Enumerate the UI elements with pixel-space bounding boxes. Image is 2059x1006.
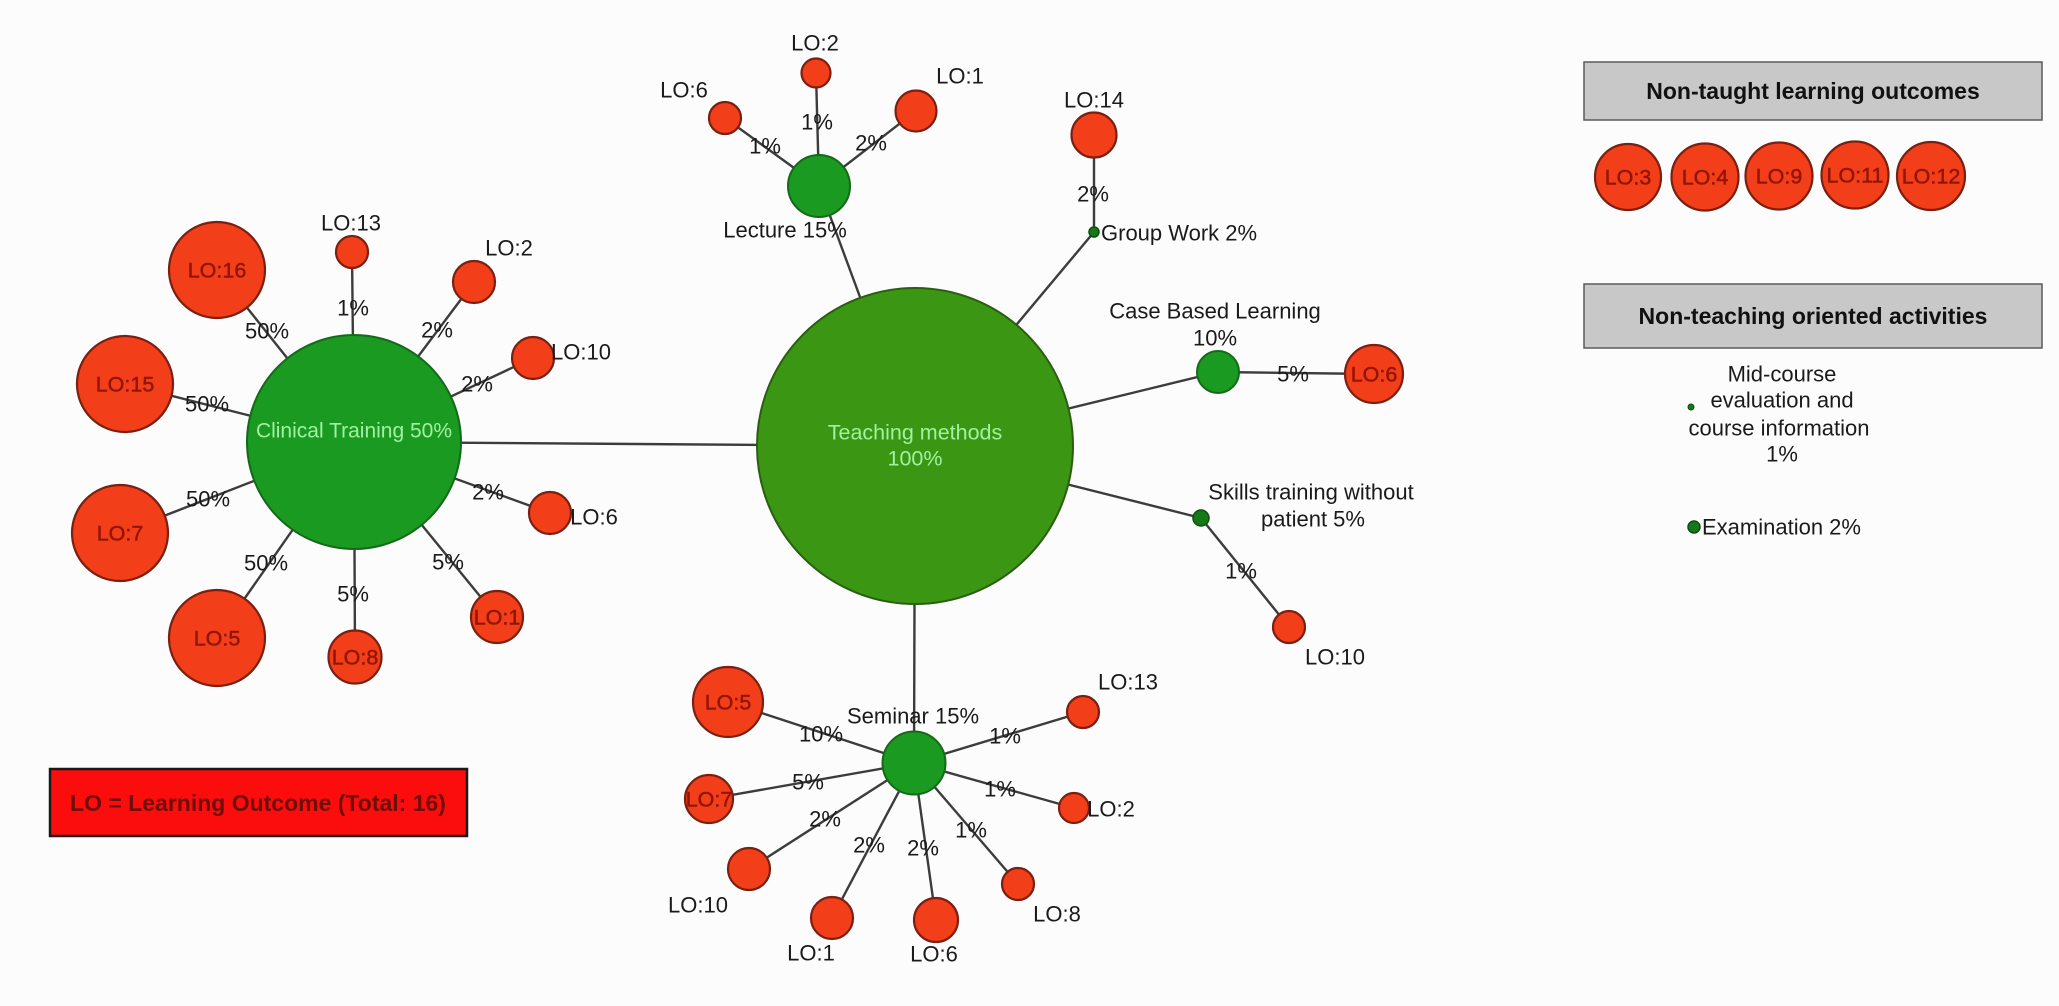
svg-text:LO:4: LO:4 [1682,166,1729,190]
svg-text:LO:12: LO:12 [1902,165,1961,189]
svg-text:patient 5%: patient 5% [1261,507,1365,532]
svg-text:Seminar 15%: Seminar 15% [847,704,979,729]
svg-text:1%: 1% [1766,442,1798,467]
svg-text:5%: 5% [792,770,824,795]
svg-text:50%: 50% [245,319,289,344]
svg-text:LO:14: LO:14 [1064,88,1124,113]
svg-text:Mid-course: Mid-course [1728,362,1837,387]
svg-text:2%: 2% [421,318,453,343]
svg-text:2%: 2% [907,836,939,861]
svg-text:evaluation and: evaluation and [1710,388,1853,413]
svg-text:1%: 1% [337,296,369,321]
svg-text:LO:8: LO:8 [332,646,379,670]
svg-text:1%: 1% [955,818,987,843]
svg-text:2%: 2% [855,131,887,156]
svg-text:LO:1: LO:1 [936,64,984,89]
svg-text:LO:6: LO:6 [660,78,708,103]
svg-text:2%: 2% [853,833,885,858]
svg-text:2%: 2% [461,372,493,397]
svg-text:Case Based Learning: Case Based Learning [1109,299,1321,324]
svg-text:5%: 5% [1277,362,1309,387]
svg-text:LO:8: LO:8 [1033,902,1081,927]
svg-text:2%: 2% [472,480,504,505]
svg-text:5%: 5% [432,550,464,575]
svg-text:LO:2: LO:2 [485,236,533,261]
svg-text:LO:7: LO:7 [97,522,144,546]
svg-text:1%: 1% [1225,559,1257,584]
svg-text:LO:13: LO:13 [321,211,381,236]
svg-text:1%: 1% [749,134,781,159]
svg-text:Skills training without: Skills training without [1208,480,1413,505]
svg-text:10%: 10% [799,722,843,747]
svg-text:LO:2: LO:2 [1087,797,1135,822]
svg-text:Non-teaching oriented activiti: Non-teaching oriented activities [1639,303,1988,329]
svg-text:LO:10: LO:10 [1305,645,1365,670]
svg-text:LO:2: LO:2 [791,31,839,56]
svg-text:LO:5: LO:5 [705,691,752,715]
svg-text:Non-taught learning outcomes: Non-taught learning outcomes [1646,78,1980,104]
svg-text:1%: 1% [989,724,1021,749]
svg-text:Lecture 15%: Lecture 15% [723,218,847,243]
svg-text:LO:11: LO:11 [1827,164,1884,188]
svg-text:LO:9: LO:9 [1756,165,1803,189]
svg-text:50%: 50% [244,551,288,576]
svg-text:LO:13: LO:13 [1098,670,1158,695]
svg-text:Clinical Training 50%: Clinical Training 50% [256,419,452,442]
svg-text:LO:6: LO:6 [1351,363,1398,387]
svg-text:Group Work 2%: Group Work 2% [1101,221,1257,246]
svg-text:LO:3: LO:3 [1605,166,1652,190]
svg-text:5%: 5% [337,582,369,607]
svg-text:LO:1: LO:1 [787,941,835,966]
svg-text:Examination 2%: Examination 2% [1702,515,1861,540]
svg-text:course information: course information [1689,416,1870,441]
svg-text:50%: 50% [186,487,230,512]
svg-text:LO:10: LO:10 [551,340,611,365]
svg-text:LO:5: LO:5 [194,627,241,651]
svg-text:10%: 10% [1193,326,1237,351]
svg-text:2%: 2% [1077,182,1109,207]
svg-text:LO:10: LO:10 [668,893,728,918]
svg-text:LO:6: LO:6 [910,942,958,967]
svg-text:LO:1: LO:1 [474,606,521,630]
svg-text:100%: 100% [888,447,943,471]
svg-text:1%: 1% [984,777,1016,802]
svg-text:1%: 1% [801,110,833,135]
svg-text:Teaching methods: Teaching methods [828,421,1003,445]
svg-text:LO:6: LO:6 [570,505,618,530]
svg-text:LO = Learning Outcome (Total:: LO = Learning Outcome (Total: 16) [70,790,446,816]
svg-text:2%: 2% [809,807,841,832]
svg-text:50%: 50% [185,392,229,417]
svg-text:LO:16: LO:16 [188,259,247,283]
svg-text:LO:15: LO:15 [96,373,155,397]
svg-text:LO:7: LO:7 [686,788,733,812]
